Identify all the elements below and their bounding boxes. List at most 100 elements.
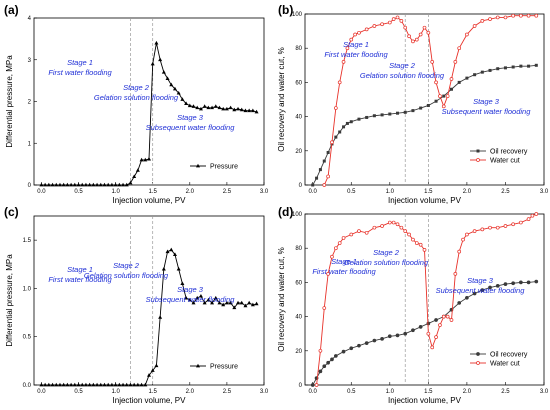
- stage-annotation: Gelation solution flooding: [94, 93, 179, 102]
- x-axis-title: Injection volume, PV: [388, 396, 462, 405]
- y-tick-label: 40: [295, 315, 302, 321]
- x-tick-label: 2.0: [186, 389, 195, 395]
- data-point: [217, 300, 222, 305]
- data-point: [461, 237, 465, 242]
- data-point: [206, 297, 211, 302]
- data-point: [449, 77, 454, 81]
- x-tick-label: 0.0: [37, 389, 46, 395]
- stage-annotation: Stage 1: [67, 58, 93, 67]
- y-tick-label: 4: [28, 16, 32, 22]
- data-point: [232, 107, 237, 112]
- data-point: [414, 37, 419, 42]
- y-tick-label: 100: [292, 12, 303, 18]
- data-point: [113, 182, 118, 187]
- y-tick-label: 0: [299, 183, 303, 189]
- data-point: [372, 114, 376, 118]
- stage-annotation: Subsequent water flooding: [146, 295, 236, 304]
- data-point: [357, 117, 361, 121]
- data-point: [365, 115, 369, 119]
- data-point: [161, 70, 166, 74]
- x-tick-label: 1.5: [149, 389, 158, 395]
- data-point: [387, 220, 392, 225]
- stage-annotation: Stage 3: [177, 113, 204, 122]
- data-point: [50, 382, 55, 387]
- data-point: [311, 183, 315, 187]
- data-point: [172, 86, 177, 91]
- y-tick-label: 0: [299, 383, 303, 389]
- data-point: [364, 230, 369, 235]
- stage-annotation: Stage 1: [67, 265, 93, 274]
- data-point: [315, 176, 319, 180]
- data-point: [411, 109, 415, 113]
- panel-a: (a) 0.0 0.5 1.0 1.5 2.0 2.5 3.0 0 1 2 3 4 Injection v…: [4, 3, 269, 205]
- data-point: [495, 15, 500, 20]
- data-point: [472, 229, 477, 233]
- data-point: [473, 73, 477, 77]
- y-axis-title: Differential pressure, MPa: [5, 254, 14, 347]
- data-point: [314, 383, 319, 387]
- data-point: [342, 125, 346, 129]
- plot-frame: [304, 13, 545, 186]
- data-point: [236, 106, 241, 111]
- data-point: [139, 157, 144, 162]
- legend-marker: [476, 352, 480, 356]
- data-point: [224, 106, 229, 111]
- data-point: [221, 106, 226, 111]
- data-point: [434, 335, 438, 339]
- data-point: [187, 297, 192, 302]
- data-point: [184, 295, 189, 300]
- data-point: [95, 182, 100, 187]
- data-point: [337, 80, 342, 85]
- data-point: [411, 237, 415, 242]
- data-point: [106, 382, 111, 387]
- plot-frame: [33, 215, 265, 386]
- stage-annotation: Gelation solution flooding: [360, 71, 445, 80]
- data-point: [161, 266, 166, 271]
- data-point: [87, 382, 92, 387]
- data-point: [202, 104, 207, 108]
- data-point: [98, 382, 103, 387]
- data-point: [426, 331, 431, 336]
- data-point: [330, 357, 334, 362]
- data-point: [54, 382, 59, 387]
- data-point: [102, 182, 107, 187]
- panel-c: (c)0.0 0.5 1.0 1.5 2.0 2.5 3.00.00.51.01.5Inje…: [4, 205, 269, 405]
- data-point: [221, 302, 226, 307]
- stage-annotation: Stage 2: [389, 61, 416, 70]
- data-point: [61, 382, 66, 387]
- data-point: [388, 112, 392, 116]
- x-tick-label: 1.5: [424, 389, 433, 395]
- data-point: [195, 105, 200, 110]
- plot-frame: [304, 213, 545, 386]
- legend-marker: [476, 149, 480, 153]
- panel-label: (b): [278, 3, 293, 17]
- data-point: [387, 334, 392, 339]
- data-point: [472, 291, 477, 296]
- data-point: [380, 113, 384, 117]
- panel-d: (d) 0.0 0.5 1.0 1.5 2.0 2.5 3.0 0 20 40 60 80 100 Inje…: [277, 205, 549, 405]
- data-point: [434, 80, 438, 85]
- data-point: [399, 18, 404, 23]
- data-point: [407, 34, 411, 39]
- data-point: [426, 103, 430, 107]
- data-point: [449, 318, 454, 322]
- data-point: [519, 280, 523, 285]
- data-point: [106, 182, 111, 187]
- data-point: [495, 283, 500, 288]
- data-point: [39, 182, 44, 187]
- data-point: [418, 242, 423, 247]
- data-point: [187, 103, 192, 108]
- data-point: [43, 182, 48, 187]
- data-point: [250, 302, 255, 307]
- stage-annotation: First water flooding: [324, 50, 388, 59]
- data-point: [526, 217, 531, 221]
- data-point: [213, 295, 218, 300]
- data-point: [345, 46, 350, 51]
- x-tick-label: 3.0: [260, 389, 269, 395]
- data-point: [113, 382, 118, 387]
- data-point: [407, 232, 411, 237]
- data-point: [380, 224, 384, 228]
- data-point: [511, 65, 515, 69]
- data-point: [426, 30, 431, 35]
